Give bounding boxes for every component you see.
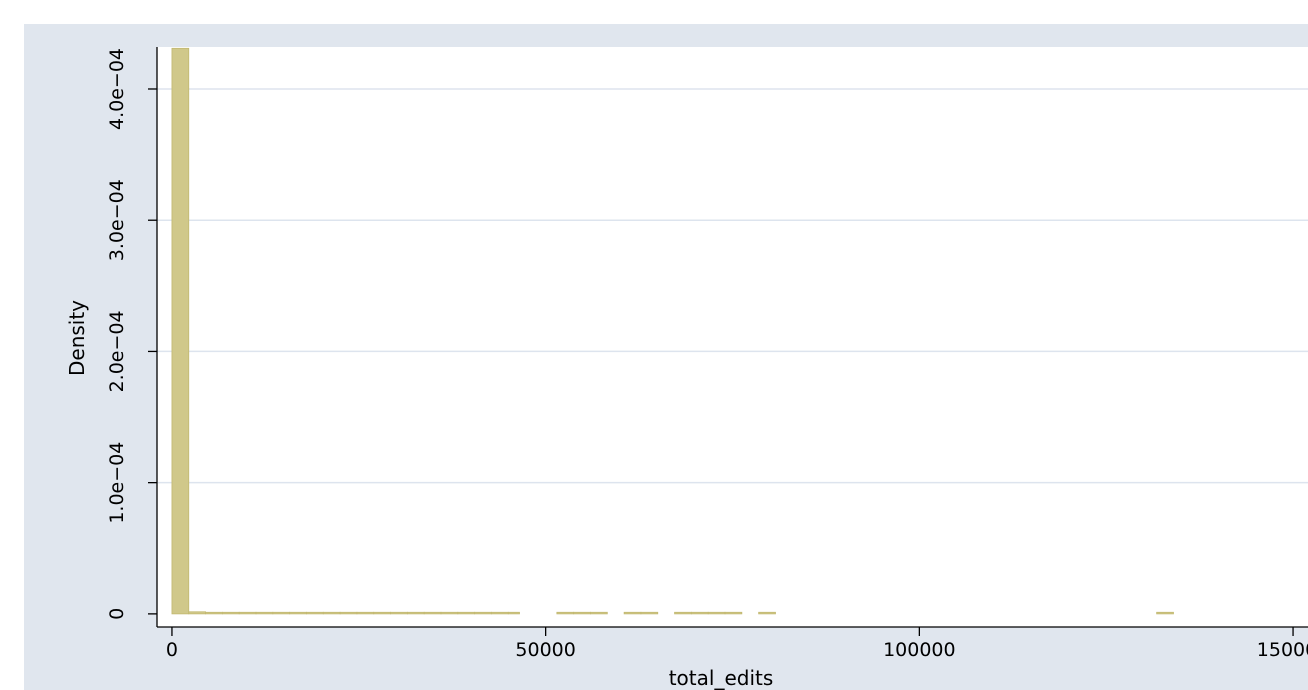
histogram-bar — [255, 611, 274, 615]
histogram-bar — [474, 611, 492, 615]
x-axis-ticks: 0 50000 100000 150000 — [166, 627, 1308, 661]
x-tick-label: 100000 — [883, 639, 956, 661]
grid-lines — [157, 88, 1308, 484]
histogram-bar — [272, 611, 291, 615]
y-tick-label: 1.0e−04 — [106, 442, 128, 524]
histogram-bar — [171, 47, 190, 615]
y-axis-ticks: 0 1.0e−04 2.0e−04 3.0e−04 4.0e−04 — [106, 48, 157, 620]
histogram-bar — [238, 611, 257, 615]
x-axis-title: total_edits — [669, 666, 774, 690]
histogram-bar — [188, 611, 206, 615]
y-tick-label: 3.0e−04 — [106, 179, 128, 261]
y-tick-label: 2.0e−04 — [106, 310, 128, 392]
histogram-bar — [205, 611, 223, 615]
y-tick-label: 0 — [106, 608, 128, 620]
histogram-bar — [507, 611, 520, 615]
histogram-bar — [221, 611, 240, 615]
histogram-bar — [556, 611, 575, 615]
histogram-bar — [623, 611, 642, 615]
histogram-bar — [491, 611, 509, 615]
histogram-bars — [171, 47, 1174, 615]
histogram-bar — [406, 611, 425, 615]
histogram-bar — [356, 611, 375, 615]
histogram-bar — [690, 611, 709, 615]
histogram-bar — [390, 611, 408, 615]
histogram-bar — [306, 611, 324, 615]
histogram-bar — [423, 611, 442, 615]
histogram-bar — [758, 611, 776, 615]
x-tick-label: 0 — [166, 639, 178, 661]
histogram-bar — [724, 611, 743, 615]
histogram-bar — [573, 611, 591, 615]
y-axis-title: Density — [65, 300, 89, 376]
plot-area — [157, 47, 1308, 627]
y-tick-label: 4.0e−04 — [106, 48, 128, 130]
histogram-bar — [322, 611, 341, 615]
histogram-bar — [674, 611, 692, 615]
histogram-bar — [457, 611, 476, 615]
histogram-bar — [590, 611, 608, 615]
histogram-bar — [289, 611, 307, 615]
histogram-bar — [373, 611, 391, 615]
histogram-bar — [707, 611, 726, 615]
histogram-bar — [440, 611, 459, 615]
x-tick-label: 50000 — [515, 639, 575, 661]
x-tick-label: 150000 — [1257, 639, 1308, 661]
histogram-bar — [640, 611, 659, 615]
histogram-bar — [339, 611, 358, 615]
histogram-bar — [1156, 611, 1174, 615]
